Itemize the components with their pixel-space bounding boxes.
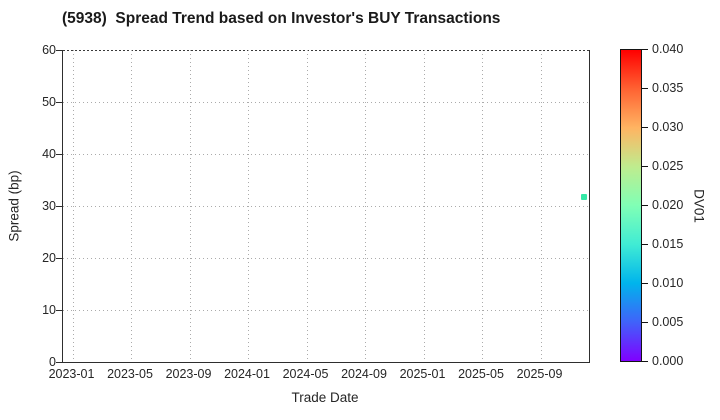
- x-tick-label: 2024-05: [282, 367, 329, 381]
- colorbar-tick-label: 0.015: [652, 237, 684, 251]
- y-tick-label: 30: [42, 199, 56, 213]
- x-tick-label: 2025-09: [516, 367, 563, 381]
- x-tick-label: 2024-01: [224, 367, 270, 381]
- y-tick-mark: [56, 50, 62, 51]
- scatter-point: [581, 193, 588, 200]
- y-tick-label: 40: [42, 147, 56, 161]
- colorbar-tick-mark: [642, 166, 648, 167]
- colorbar-tick-mark: [642, 127, 648, 128]
- colorbar-tick-label: 0.005: [652, 315, 684, 329]
- plot-area: [62, 50, 590, 363]
- x-tick-label: 2024-09: [341, 367, 387, 381]
- x-tick-label: 2025-01: [399, 367, 446, 381]
- colorbar-tick-label: 0.025: [652, 159, 684, 173]
- y-tick-mark: [56, 154, 62, 155]
- y-tick-label: 50: [42, 95, 56, 109]
- y-tick-label: 60: [42, 43, 56, 57]
- y-tick-label: 0: [49, 355, 56, 369]
- y-tick-label: 10: [42, 303, 56, 317]
- y-tick-mark: [56, 362, 62, 363]
- colorbar-tick-mark: [642, 88, 648, 89]
- colorbar-tick-label: 0.020: [652, 198, 684, 212]
- colorbar-label: DV01: [691, 189, 707, 223]
- colorbar-tick-mark: [642, 283, 648, 284]
- colorbar-tick-mark: [642, 361, 648, 362]
- y-tick-mark: [56, 258, 62, 259]
- y-gridline: [63, 258, 589, 259]
- colorbar-tick-label: 0.000: [652, 354, 684, 368]
- y-tick-mark: [56, 206, 62, 207]
- colorbar-tick-mark: [642, 322, 648, 323]
- colorbar-tick-label: 0.040: [652, 42, 684, 56]
- colorbar-tick-mark: [642, 205, 648, 206]
- chart-title: (5938) Spread Trend based on Investor's …: [62, 10, 501, 27]
- x-axis-label: Trade Date: [291, 390, 359, 405]
- colorbar-tick-mark: [642, 49, 648, 50]
- colorbar-tick-label: 0.030: [652, 120, 684, 134]
- x-tick-label: 2023-09: [165, 367, 212, 381]
- x-tick-label: 2025-05: [458, 367, 504, 381]
- y-tick-mark: [56, 102, 62, 103]
- y-gridline: [63, 310, 589, 311]
- y-tick-mark: [56, 310, 62, 311]
- plot-top-border: [63, 50, 589, 51]
- colorbar-tick-label: 0.010: [652, 276, 684, 290]
- colorbar-tick-mark: [642, 244, 648, 245]
- y-gridline: [63, 154, 589, 155]
- colorbar: [620, 49, 642, 362]
- y-tick-label: 20: [42, 251, 56, 265]
- y-gridline: [63, 206, 589, 207]
- colorbar-tick-label: 0.035: [652, 81, 684, 95]
- x-tick-label: 2023-01: [48, 367, 95, 381]
- y-gridline: [63, 102, 589, 103]
- x-tick-label: 2023-05: [107, 367, 153, 381]
